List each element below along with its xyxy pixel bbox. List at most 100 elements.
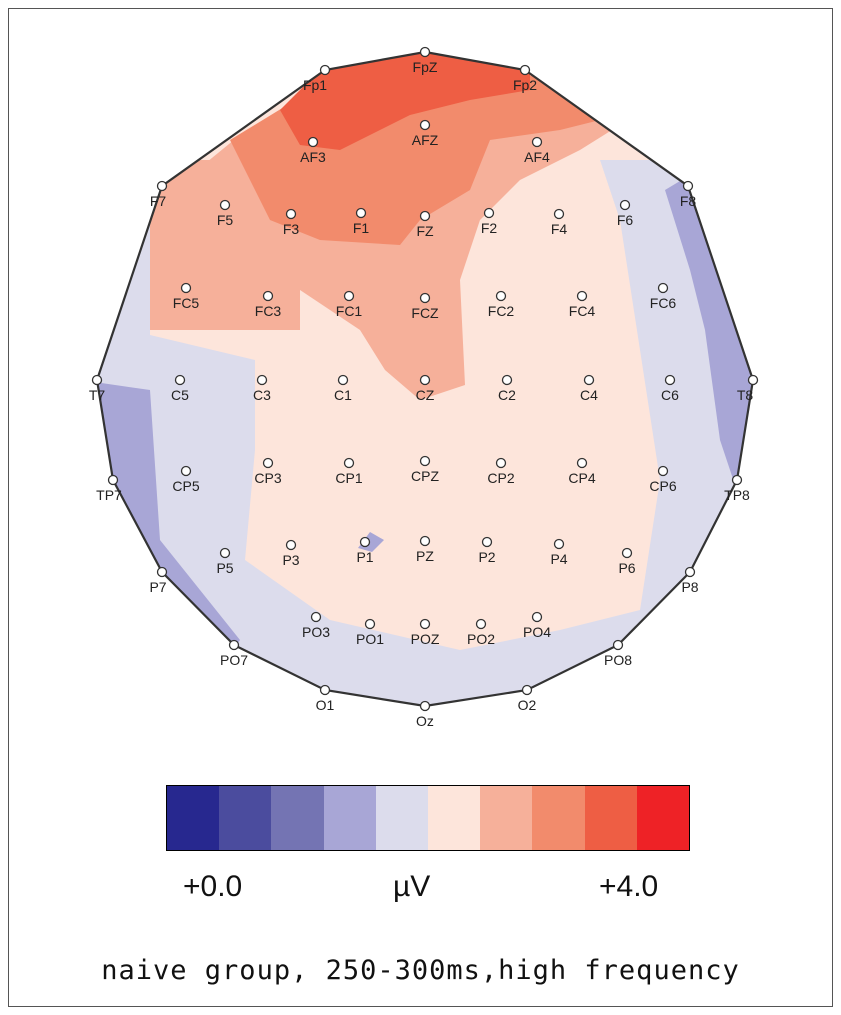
electrode-tp8: TP8 (724, 474, 750, 503)
electrode-label-c2: C2 (498, 387, 516, 403)
electrode-label-t7: T7 (89, 387, 106, 403)
color-scale-swatch-9 (584, 786, 637, 850)
electrode-po4: PO4 (523, 611, 551, 640)
electrode-marker-fpz (419, 46, 431, 58)
electrode-af4: AF4 (524, 136, 550, 165)
electrode-fc6: FC6 (650, 282, 676, 311)
electrode-marker-p7 (156, 566, 168, 578)
electrode-label-c5: C5 (171, 387, 189, 403)
electrode-marker-p3 (285, 539, 297, 551)
electrode-marker-o2 (521, 684, 533, 696)
electrode-marker-c5 (174, 374, 186, 386)
electrode-fc2: FC2 (488, 290, 515, 319)
electrode-label-o1: O1 (316, 697, 335, 713)
scalp-topography-map: Fp1 FpZ Fp2 AF3 AFZ AF4 F7 F5 F3 F1 FZ F2 F4 F6 F8 FC5 F… (89, 46, 759, 729)
electrode-label-cp4: CP4 (568, 470, 595, 486)
electrode-marker-p8 (684, 566, 696, 578)
electrode-marker-fc5 (180, 282, 192, 294)
electrode-fp1: Fp1 (303, 64, 331, 93)
electrode-label-afz: AFZ (412, 132, 439, 148)
electrode-marker-f1 (355, 207, 367, 219)
electrode-f6: F6 (617, 199, 634, 228)
electrode-f8: F8 (680, 180, 696, 209)
region-left-low (97, 160, 753, 706)
electrode-marker-p1 (359, 536, 371, 548)
electrode-label-fp2: Fp2 (513, 77, 537, 93)
electrode-label-f5: F5 (217, 212, 234, 228)
electrode-marker-cp5 (180, 465, 192, 477)
electrode-marker-fp1 (319, 64, 331, 76)
electrode-marker-fc1 (343, 290, 355, 302)
electrode-label-tp8: TP8 (724, 487, 750, 503)
electrode-f3: F3 (283, 208, 299, 237)
region-frontal-peak (280, 52, 530, 150)
electrode-p1: P1 (356, 536, 374, 565)
electrode-marker-o1 (319, 684, 331, 696)
electrode-label-fc2: FC2 (488, 303, 515, 319)
color-scale-swatch-2 (219, 786, 272, 850)
electrode-marker-fcz (419, 292, 431, 304)
electrode-label-f6: F6 (617, 212, 634, 228)
electrode-f7: F7 (150, 180, 168, 209)
electrode-label-o2: O2 (518, 697, 537, 713)
electrode-marker-cpz (419, 455, 431, 467)
electrode-marker-po1 (364, 618, 376, 630)
scale-unit-label: µV (393, 870, 431, 903)
electrode-label-cp2: CP2 (487, 470, 514, 486)
electrode-oz: Oz (416, 700, 434, 729)
electrode-po2: PO2 (467, 618, 495, 647)
electrode-p8: P8 (681, 566, 699, 595)
color-scale-swatch-6 (428, 786, 481, 850)
electrode-marker-f2 (483, 207, 495, 219)
electrode-cp4: CP4 (568, 457, 596, 486)
electrode-marker-f3 (285, 208, 297, 220)
electrode-cz: CZ (416, 374, 435, 403)
electrode-fp2: Fp2 (513, 64, 537, 93)
electrode-fc5: FC5 (173, 282, 200, 311)
electrode-label-tp7: TP7 (96, 487, 122, 503)
electrode-label-p3: P3 (282, 552, 299, 568)
electrode-marker-c6 (664, 374, 676, 386)
figure-caption: naive group, 250-300ms,high frequency (101, 955, 740, 986)
electrode-afz: AFZ (412, 119, 439, 148)
electrode-f4: F4 (551, 208, 568, 237)
electrode-label-fp1: Fp1 (303, 77, 327, 93)
electrode-marker-c3 (256, 374, 268, 386)
electrode-label-f4: F4 (551, 221, 568, 237)
electrode-label-p2: P2 (478, 549, 495, 565)
electrode-label-fz: FZ (416, 223, 434, 239)
color-scale-swatch-4 (323, 786, 376, 850)
electrode-marker-po3 (310, 611, 322, 623)
electrode-label-c6: C6 (661, 387, 679, 403)
electrode-label-f7: F7 (150, 193, 167, 209)
electrode-label-c1: C1 (334, 387, 352, 403)
electrode-marker-po8 (612, 639, 624, 651)
electrode-label-cp6: CP6 (649, 478, 676, 494)
electrode-marker-po4 (531, 611, 543, 623)
electrode-f2: F2 (481, 207, 497, 236)
electrode-c1: C1 (334, 374, 352, 403)
electrode-marker-t8 (747, 374, 759, 386)
electrode-label-af4: AF4 (524, 149, 550, 165)
electrode-po1: PO1 (356, 618, 384, 647)
electrode-label-p7: P7 (149, 579, 166, 595)
electrode-fc1: FC1 (336, 290, 363, 319)
electrode-p4: P4 (550, 538, 568, 567)
electrode-p6: P6 (618, 547, 636, 576)
electrode-marker-f5 (219, 199, 231, 211)
electrode-c6: C6 (661, 374, 679, 403)
electrode-label-cz: CZ (416, 387, 435, 403)
electrode-marker-fc2 (495, 290, 507, 302)
electrode-label-fc5: FC5 (173, 295, 200, 311)
electrode-label-fc1: FC1 (336, 303, 363, 319)
electrode-label-oz: Oz (416, 713, 434, 729)
electrode-f1: F1 (353, 207, 369, 236)
electrode-marker-p6 (621, 547, 633, 559)
electrode-label-po1: PO1 (356, 631, 384, 647)
color-scale-bar (166, 785, 690, 851)
electrode-p5: P5 (216, 547, 234, 576)
electrode-marker-t7 (91, 374, 103, 386)
electrode-p7: P7 (149, 566, 168, 595)
electrode-label-t8: T8 (737, 387, 754, 403)
electrode-marker-f4 (553, 208, 565, 220)
